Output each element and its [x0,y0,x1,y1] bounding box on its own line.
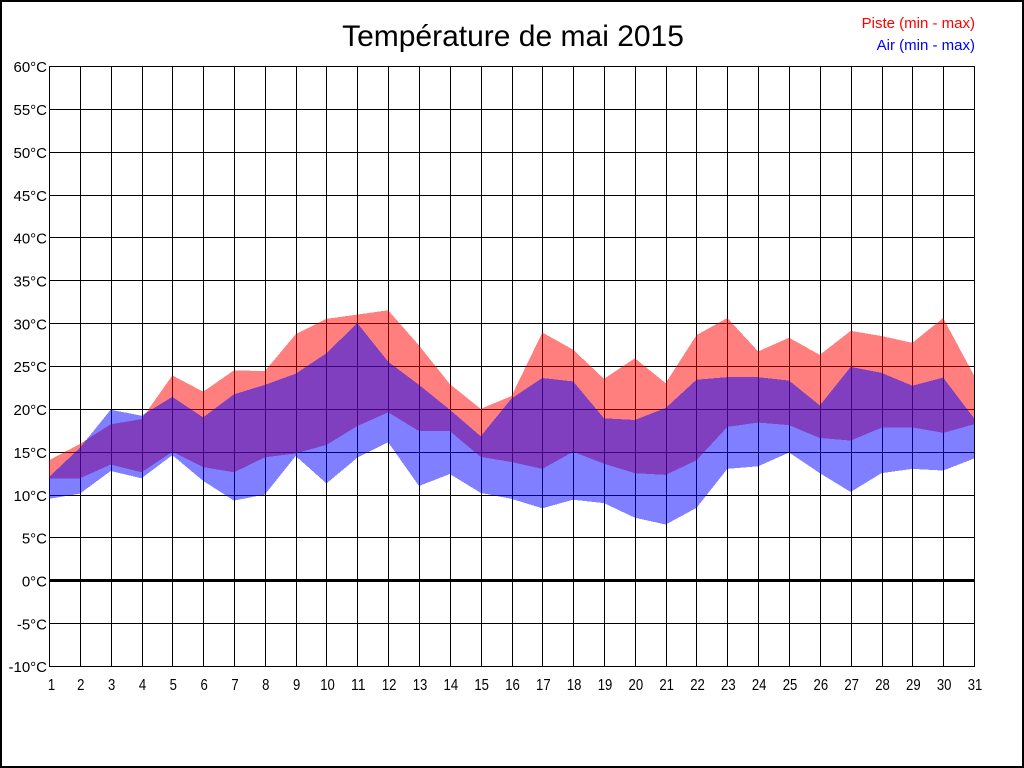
svg-text:25°C: 25°C [13,359,47,376]
svg-text:5°C: 5°C [22,531,47,548]
svg-text:19: 19 [598,677,613,694]
svg-text:60°C: 60°C [13,59,47,76]
svg-text:3: 3 [108,677,115,694]
svg-text:15°C: 15°C [13,445,47,462]
svg-text:13: 13 [413,677,428,694]
svg-text:Air (min - max): Air (min - max) [877,37,975,54]
svg-text:17: 17 [536,677,551,694]
svg-text:16: 16 [505,677,520,694]
svg-text:15: 15 [474,677,489,694]
svg-text:12: 12 [382,677,397,694]
svg-text:50°C: 50°C [13,145,47,162]
svg-text:Température de mai 2015: Température de mai 2015 [342,20,684,53]
svg-text:40°C: 40°C [13,231,47,248]
svg-text:11: 11 [351,677,366,694]
svg-text:10: 10 [320,677,335,694]
svg-text:31: 31 [968,677,983,694]
svg-text:30: 30 [937,677,952,694]
svg-text:30°C: 30°C [13,316,47,333]
svg-text:14: 14 [444,677,459,694]
svg-text:-5°C: -5°C [17,616,47,633]
svg-text:20°C: 20°C [13,402,47,419]
svg-text:45°C: 45°C [13,188,47,205]
svg-text:24: 24 [752,677,767,694]
svg-text:1: 1 [48,677,55,694]
svg-text:6: 6 [201,677,208,694]
svg-text:5: 5 [170,677,177,694]
svg-text:2: 2 [77,677,84,694]
svg-text:22: 22 [690,677,705,694]
svg-text:-10°C: -10°C [8,659,47,676]
svg-text:20: 20 [629,677,644,694]
svg-text:9: 9 [293,677,300,694]
svg-text:7: 7 [231,677,238,694]
svg-text:8: 8 [262,677,269,694]
svg-text:Piste (min - max): Piste (min - max) [862,15,975,32]
svg-text:27: 27 [844,677,859,694]
svg-text:26: 26 [814,677,829,694]
svg-text:25: 25 [783,677,798,694]
svg-text:4: 4 [139,677,146,694]
svg-text:55°C: 55°C [13,102,47,119]
svg-text:28: 28 [875,677,890,694]
svg-text:35°C: 35°C [13,273,47,290]
svg-text:0°C: 0°C [22,573,47,590]
svg-text:23: 23 [721,677,736,694]
svg-text:21: 21 [659,677,674,694]
svg-text:29: 29 [906,677,921,694]
svg-text:18: 18 [567,677,582,694]
svg-text:10°C: 10°C [13,488,47,505]
